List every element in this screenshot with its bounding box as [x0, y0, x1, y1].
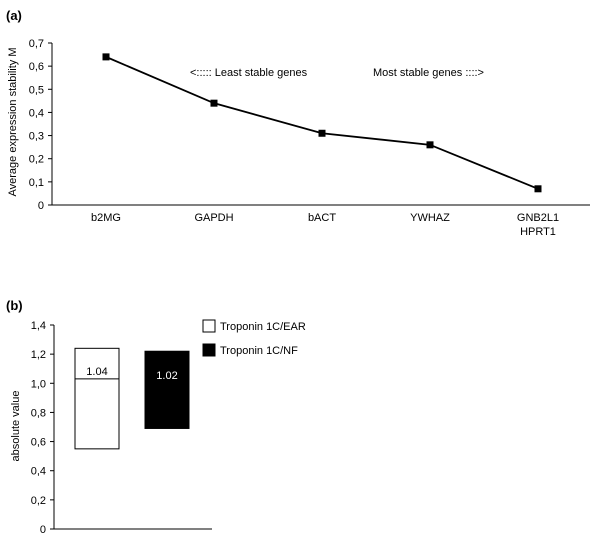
panel-a-y-tick-label: 0,1 [29, 177, 44, 189]
panel-b-y-tick-label: 0,8 [31, 407, 46, 419]
panel-a-y-axis: 0 0,1 0,2 0,3 0,4 0,5 0,6 0,7 [29, 38, 53, 212]
panel-a-y-axis-title: Average expression stability M [7, 48, 19, 197]
panel-a-y-tick-label: 0,7 [29, 38, 44, 50]
panel-a-data-point [426, 141, 434, 149]
panel-b-legend-swatch [202, 343, 216, 357]
panel-a-category-label: bACT [308, 212, 336, 224]
panel-b-y-tick-label: 1,2 [31, 349, 46, 361]
panel-a-data-point [534, 185, 542, 193]
panel-b-y-axis: 0 0,2 0,4 0,6 0,8 1,0 1,2 1,4 [31, 320, 55, 536]
panel-b-y-tick-label: 0 [40, 524, 46, 536]
panel-a-y-tick-label: 0,6 [29, 61, 44, 73]
panel-a-data-point [210, 99, 218, 107]
panel-b-legend-label: Troponin 1C/EAR [220, 321, 306, 333]
panel-b-bars: 1.04 1.02 [74, 347, 190, 450]
panel-b-bar-value-label: 1.04 [86, 366, 107, 378]
panel-a-category-label: YWHAZ [410, 212, 450, 224]
panel-b-bar-chart: (b) 0 0,2 0,4 0,6 0,8 1,0 1,2 1,4 absolute valu… [6, 298, 306, 536]
panel-a-data-point [102, 53, 110, 61]
panel-a-category-label: HPRT1 [520, 226, 556, 238]
panel-b-y-tick-label: 0,4 [31, 466, 46, 478]
panel-b-bar-value-label: 1.02 [156, 370, 177, 382]
panel-b-y-axis-title: absolute value [10, 391, 22, 462]
panel-b-y-tick-label: 0,2 [31, 495, 46, 507]
panel-a-category-label: b2MG [91, 212, 121, 224]
panel-a-y-tick-label: 0,2 [29, 154, 44, 166]
panel-a-category-labels: b2MG GAPDH bACT YWHAZ GNB2L1 HPRT1 [91, 212, 559, 238]
panel-b-label: (b) [6, 298, 23, 313]
panel-b-y-tick-label: 1,0 [31, 378, 46, 390]
panel-a-series [102, 53, 542, 193]
panel-b-y-tick-label: 1,4 [31, 320, 46, 332]
panel-b-bar [144, 350, 190, 429]
panel-a-label: (a) [6, 8, 22, 23]
panel-a-data-point [318, 129, 326, 137]
panel-a-line-chart: (a) 0 0,1 0,2 0,3 0,4 0,5 0,6 0,7 Average expre… [6, 8, 590, 238]
least-stable-annotation: <::::: Least stable genes [190, 67, 308, 79]
panel-b-legend: Troponin 1C/EAR Troponin 1C/NF [202, 319, 306, 357]
panel-b-bar [74, 347, 120, 450]
panel-b-y-tick-label: 0,6 [31, 437, 46, 449]
panel-a-y-tick-label: 0,3 [29, 131, 44, 143]
panel-a-y-tick-label: 0,4 [29, 107, 44, 119]
panel-a-y-tick-label: 0,5 [29, 84, 44, 96]
panel-a-category-label: GNB2L1 [517, 212, 559, 224]
panel-b-legend-label: Troponin 1C/NF [220, 345, 298, 357]
most-stable-annotation: Most stable genes ::::> [373, 67, 484, 79]
panel-a-category-label: GAPDH [194, 212, 233, 224]
panel-a-y-tick-label: 0 [38, 200, 44, 212]
panel-b-legend-swatch [202, 319, 216, 333]
